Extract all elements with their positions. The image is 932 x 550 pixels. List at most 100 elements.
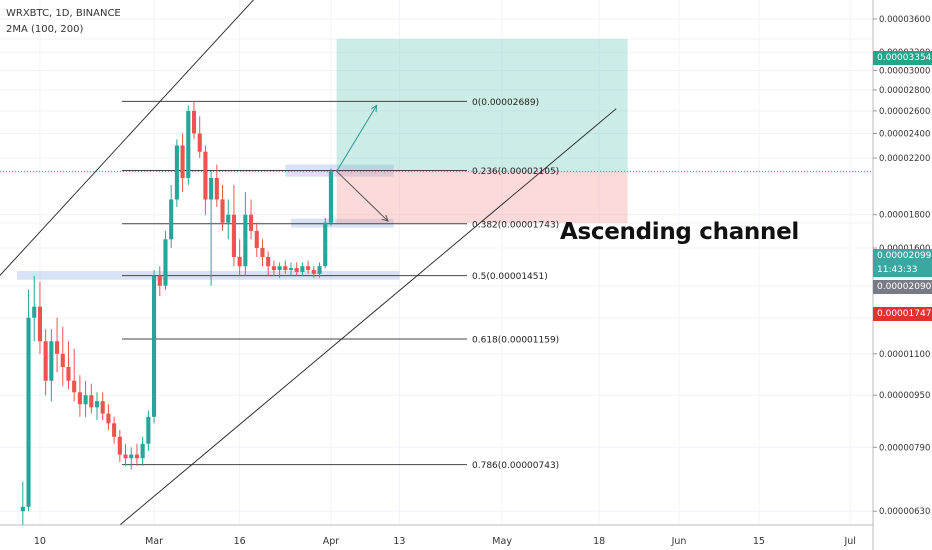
- candle-body: [254, 230, 259, 248]
- time-tick-label: 10: [34, 536, 46, 547]
- candle: [311, 266, 316, 278]
- candle-body: [249, 214, 254, 231]
- candle-body: [220, 199, 225, 223]
- candle: [254, 222, 259, 257]
- price-tick-label: 0.00002200: [879, 154, 930, 164]
- channel-line: [0, 0, 255, 276]
- candle: [66, 341, 71, 390]
- price-tag: 0.00002099: [873, 249, 932, 263]
- candle: [231, 184, 236, 267]
- candle-body: [112, 423, 117, 437]
- candle: [163, 230, 168, 290]
- projection-arrow: [336, 105, 377, 172]
- candle: [266, 251, 271, 276]
- time-tick-label: 15: [753, 536, 765, 547]
- candle: [106, 404, 111, 430]
- candle: [20, 481, 25, 525]
- symbol-title: WRXBTC, 1D, BINANCE: [6, 8, 121, 19]
- candle-body: [60, 353, 65, 367]
- candle: [209, 171, 214, 286]
- time-tick-label: 13: [393, 536, 405, 547]
- candle: [317, 262, 322, 278]
- candle-body: [49, 341, 54, 381]
- price-tick-label: 0.00002400: [879, 129, 930, 139]
- candle-body: [328, 171, 333, 223]
- price-tick-label: 0.00001100: [879, 350, 930, 360]
- candle-body: [146, 416, 151, 444]
- ascending-channel-lines: [0, 0, 617, 526]
- candle: [323, 217, 328, 269]
- candle: [49, 329, 54, 402]
- time-tick-label: Mar: [145, 536, 163, 547]
- candle-body: [323, 222, 328, 267]
- candle: [174, 139, 179, 207]
- candle: [37, 281, 42, 354]
- candle: [32, 275, 37, 342]
- candle-body: [283, 266, 288, 271]
- candle-body: [32, 306, 37, 318]
- candle-body: [117, 436, 122, 455]
- candle-body: [191, 110, 197, 134]
- candle-body: [197, 133, 202, 152]
- candle: [283, 260, 288, 274]
- price-tag: 0.00001747: [873, 307, 932, 321]
- price-tick-label: 0.00003600: [879, 15, 930, 25]
- channel-line: [119, 108, 617, 526]
- candle: [60, 326, 65, 387]
- candle: [152, 270, 157, 424]
- candle-body: [123, 454, 128, 459]
- candle: [94, 392, 100, 421]
- candle-body: [83, 395, 88, 405]
- candle: [226, 199, 231, 240]
- candle-body: [231, 214, 236, 257]
- fib-level-label: 0.786(0.00000743): [472, 461, 559, 471]
- price-tick-label: 0.00000950: [879, 391, 930, 401]
- candle-body: [169, 199, 174, 240]
- time-axis: 10 Mar 16 Apr 13 May 18 Jun 15 Jul: [0, 524, 873, 547]
- candle-body: [311, 270, 316, 274]
- time-tick-label: 16: [234, 536, 246, 547]
- candle: [294, 262, 299, 276]
- candle: [146, 410, 151, 451]
- candle: [197, 116, 202, 159]
- candle: [306, 260, 311, 274]
- indicator-legend: 2MA (100, 200): [6, 24, 84, 35]
- projection-arrows: [336, 105, 388, 221]
- candle: [83, 380, 88, 417]
- fib-level-label: 0(0.00002689): [472, 98, 539, 108]
- candle-body: [306, 266, 311, 271]
- candle: [157, 266, 162, 296]
- price-tag: 11:43:33: [873, 263, 932, 277]
- candle-body: [174, 145, 179, 200]
- candle-body: [163, 239, 168, 286]
- candle-body: [300, 266, 305, 272]
- candle: [117, 429, 122, 462]
- candle-body: [129, 454, 134, 459]
- long-position-tool: [0, 38, 873, 224]
- candle-body: [134, 454, 139, 459]
- price-tick-label: 0.00002600: [879, 107, 930, 117]
- candle-body: [140, 443, 145, 459]
- fib-level-label: 0.5(0.00001451): [472, 272, 548, 282]
- stop-zone: [336, 171, 628, 224]
- candle-body: [66, 366, 71, 381]
- candle: [300, 262, 305, 276]
- candle-body: [317, 266, 322, 274]
- candle-body: [77, 392, 82, 405]
- time-tick-label: Apr: [323, 536, 340, 547]
- candle: [72, 348, 77, 402]
- candle-body: [37, 306, 42, 342]
- candle: [237, 239, 242, 276]
- candle: [191, 101, 197, 140]
- candle-body: [203, 151, 208, 200]
- candle: [243, 192, 248, 276]
- target-zone: [336, 38, 628, 172]
- candle: [277, 262, 282, 278]
- candle: [112, 416, 117, 444]
- fib-level-label: 0.382(0.00001743): [472, 220, 559, 230]
- ascending-channel-annotation[interactable]: Ascending channel: [560, 219, 799, 245]
- price-tick-label: 0.00001800: [879, 211, 930, 221]
- candle: [129, 447, 134, 470]
- candlesticks: [20, 101, 333, 525]
